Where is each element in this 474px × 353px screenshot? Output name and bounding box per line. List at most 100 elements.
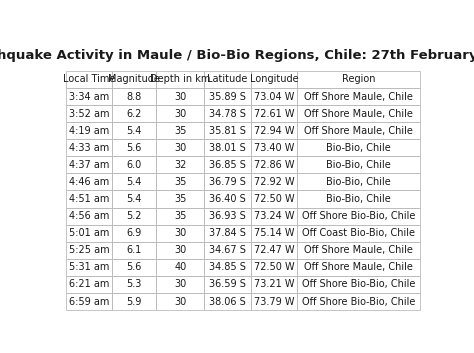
Bar [297,242,420,259]
Text: 3:52 am: 3:52 am [69,109,109,119]
Bar [66,173,112,191]
Text: 5:31 am: 5:31 am [69,262,109,273]
Text: 72.92 W: 72.92 W [254,177,294,187]
Text: Latitude: Latitude [208,74,248,84]
Text: 6.2: 6.2 [127,109,142,119]
Bar [251,225,297,242]
Bar [156,242,204,259]
Text: Off Shore Maule, Chile: Off Shore Maule, Chile [304,126,413,136]
Text: Depth in km: Depth in km [150,74,210,84]
Bar [156,276,204,293]
Text: Magnitude: Magnitude [109,74,160,84]
Bar [156,259,204,276]
Bar [251,139,297,156]
Text: 35: 35 [174,194,187,204]
Bar [297,156,420,173]
Bar [156,139,204,156]
Bar [66,191,112,208]
Text: 4:46 am: 4:46 am [69,177,109,187]
Text: 40: 40 [174,262,186,273]
Bar [251,156,297,173]
Text: 36.93 S: 36.93 S [209,211,246,221]
Text: 6:21 am: 6:21 am [69,280,109,289]
Text: 30: 30 [174,245,186,255]
Text: 73.21 W: 73.21 W [254,280,294,289]
Bar [297,88,420,105]
Bar [112,191,156,208]
Text: 72.47 W: 72.47 W [254,245,294,255]
Text: 35: 35 [174,211,187,221]
Bar [112,88,156,105]
Text: 4:56 am: 4:56 am [69,211,109,221]
Bar [204,225,251,242]
Bar [204,88,251,105]
Bar [204,293,251,310]
Text: 35: 35 [174,126,187,136]
Bar [251,208,297,225]
Text: 5.2: 5.2 [127,211,142,221]
Bar [66,276,112,293]
Text: 30: 30 [174,143,186,153]
Text: 5.6: 5.6 [127,143,142,153]
Bar [251,105,297,122]
Bar [156,122,204,139]
Bar [204,276,251,293]
Text: 6.1: 6.1 [127,245,142,255]
Text: 30: 30 [174,280,186,289]
Text: Off Shore Bio-Bio, Chile: Off Shore Bio-Bio, Chile [302,211,415,221]
Text: 30: 30 [174,109,186,119]
Text: Off Coast Bio-Bio, Chile: Off Coast Bio-Bio, Chile [302,228,415,238]
Text: Off Shore Maule, Chile: Off Shore Maule, Chile [304,91,413,102]
Text: 73.04 W: 73.04 W [254,91,294,102]
Bar [112,242,156,259]
Bar [251,242,297,259]
Text: 5:01 am: 5:01 am [69,228,109,238]
Bar [204,259,251,276]
Bar [66,105,112,122]
Text: 36.79 S: 36.79 S [209,177,246,187]
Text: 38.01 S: 38.01 S [209,143,246,153]
Text: 73.79 W: 73.79 W [254,297,294,306]
Text: 72.50 W: 72.50 W [254,262,294,273]
Text: 36.85 S: 36.85 S [209,160,246,170]
Bar [204,173,251,191]
Bar [204,191,251,208]
Bar [66,208,112,225]
Bar [204,139,251,156]
Bar [66,293,112,310]
Text: 72.86 W: 72.86 W [254,160,294,170]
Bar [112,173,156,191]
Bar [204,71,251,88]
Bar [112,293,156,310]
Bar [251,173,297,191]
Bar [204,105,251,122]
Text: 4:51 am: 4:51 am [69,194,109,204]
Text: Bio-Bio, Chile: Bio-Bio, Chile [326,143,391,153]
Text: 5.4: 5.4 [127,126,142,136]
Bar [156,208,204,225]
Bar [156,293,204,310]
Bar [204,122,251,139]
Bar [297,71,420,88]
Text: 4:37 am: 4:37 am [69,160,109,170]
Text: 75.14 W: 75.14 W [254,228,294,238]
Text: Region: Region [342,74,375,84]
Bar [297,105,420,122]
Text: Off Shore Bio-Bio, Chile: Off Shore Bio-Bio, Chile [302,297,415,306]
Bar [251,88,297,105]
Text: 34.78 S: 34.78 S [209,109,246,119]
Bar [112,225,156,242]
Text: 72.50 W: 72.50 W [254,194,294,204]
Text: 32: 32 [174,160,187,170]
Bar [66,139,112,156]
Text: 73.40 W: 73.40 W [254,143,294,153]
Bar [251,71,297,88]
Bar [112,259,156,276]
Text: Earthquake Activity in Maule / Bio-Bio Regions, Chile: 27th February 2010: Earthquake Activity in Maule / Bio-Bio R… [0,49,474,62]
Bar [112,156,156,173]
Text: 6.0: 6.0 [127,160,142,170]
Text: Local Time: Local Time [63,74,115,84]
Bar [156,225,204,242]
Bar [66,88,112,105]
Text: 30: 30 [174,91,186,102]
